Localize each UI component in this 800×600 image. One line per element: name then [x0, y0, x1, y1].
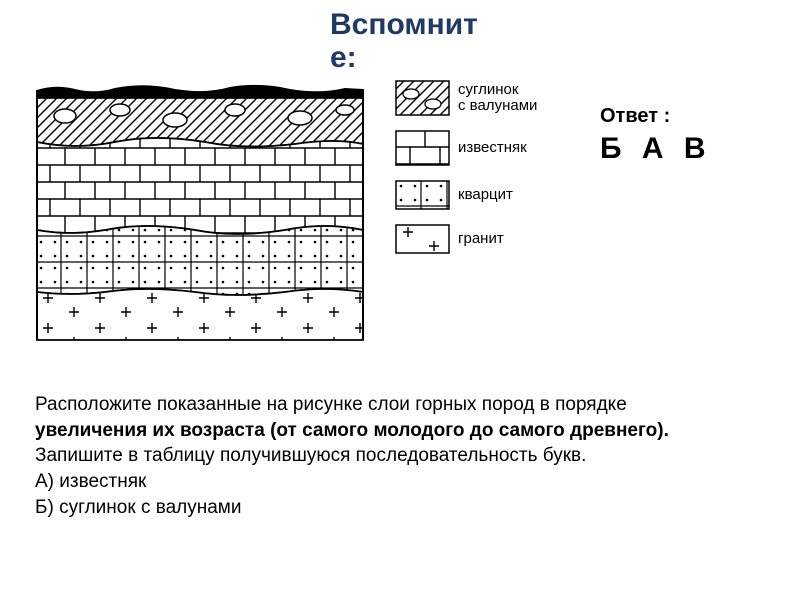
strata-diagram [35, 80, 365, 342]
legend-swatch-limestone [395, 130, 450, 166]
legend: суглинок с валунами известняк кварцит гр… [395, 80, 555, 268]
question-option-a: А) известняк [35, 471, 146, 492]
question-option-b: Б) суглинок с валунами [35, 497, 242, 518]
legend-row-limestone: известняк [395, 130, 555, 166]
question-line-3: Запишите в таблицу получившуюся последов… [35, 445, 586, 466]
legend-swatch-quartz [395, 180, 450, 210]
legend-label-limestone: известняк [458, 140, 527, 157]
legend-label-quartz: кварцит [458, 187, 513, 204]
legend-row-loam: суглинок с валунами [395, 80, 555, 116]
legend-swatch-loam [395, 80, 450, 116]
legend-swatch-granite [395, 224, 450, 254]
answer-letters: Б А В [600, 132, 712, 166]
legend-label-granite: гранит [458, 231, 504, 248]
legend-row-granite: гранит [395, 224, 555, 254]
answer-block: Ответ : Б А В [600, 105, 712, 166]
legend-row-quartz: кварцит [395, 180, 555, 210]
title-line-2: е: [330, 41, 357, 74]
legend-label-loam: суглинок с валунами [458, 82, 537, 115]
title-line-1: Вспомнит [330, 8, 478, 41]
question-line-1: Расположите показанные на рисунке слои г… [35, 394, 627, 415]
question-line-2: увеличения их возраста (от самого молодо… [35, 420, 669, 441]
answer-heading: Ответ : [600, 105, 712, 128]
page-title: Вспомнит е: [330, 8, 478, 74]
question-text: Расположите показанные на рисунке слои г… [35, 392, 765, 520]
